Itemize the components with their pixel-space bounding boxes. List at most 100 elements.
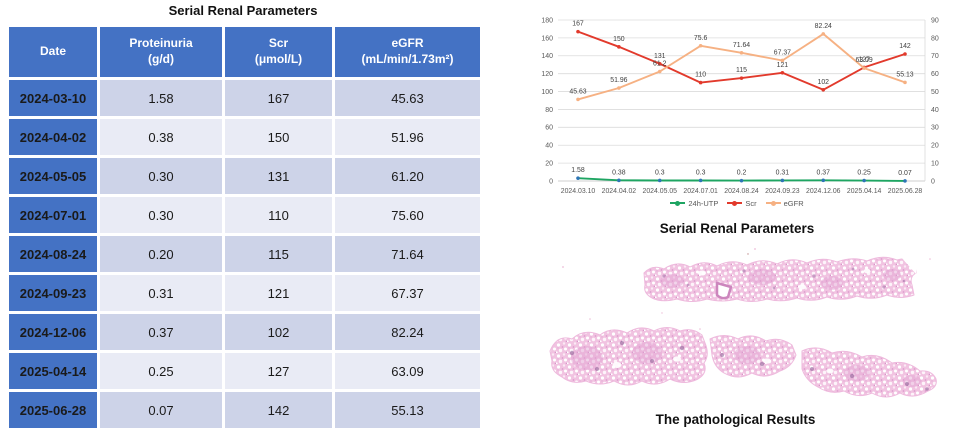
proteinuria-cell: 0.38 bbox=[100, 119, 222, 155]
scr-cell: 150 bbox=[225, 119, 332, 155]
proteinuria-cell: 0.30 bbox=[100, 197, 222, 233]
egfr-cell: 51.96 bbox=[335, 119, 480, 155]
data-point-24h-utp bbox=[657, 178, 662, 183]
legend-item-scr: Scr bbox=[727, 198, 757, 208]
right-axis-tick-label: 20 bbox=[931, 143, 939, 150]
data-label-24h-utp: 0.25 bbox=[857, 170, 871, 177]
x-axis-tick-label: 2024.05.05 bbox=[643, 188, 678, 195]
egfr-cell: 45.63 bbox=[335, 80, 480, 116]
x-axis-tick-label: 2025.06.28 bbox=[888, 188, 923, 195]
data-label-24h-utp: 0.3 bbox=[696, 169, 706, 176]
right-axis-tick-label: 90 bbox=[931, 17, 939, 24]
legend-item-24h-utp: 24h-UTP bbox=[670, 199, 718, 208]
egfr-cell: 63.09 bbox=[335, 353, 480, 389]
data-label-egfr: 71.64 bbox=[733, 42, 750, 49]
data-label-scr: 150 bbox=[613, 36, 625, 43]
data-point-24h-utp bbox=[698, 178, 703, 183]
scr-cell: 110 bbox=[225, 197, 332, 233]
column-header: Proteinuria (g/d) bbox=[100, 27, 222, 77]
data-point-egfr bbox=[821, 32, 826, 36]
date-cell: 2025-06-28 bbox=[9, 392, 97, 428]
chart-title: Serial Renal Parameters bbox=[659, 221, 815, 236]
table-row: 2024-04-02 0.38 150 51.96 bbox=[9, 119, 480, 155]
data-point-scr bbox=[657, 62, 662, 66]
table-title: Serial Renal Parameters bbox=[168, 3, 318, 18]
data-point-24h-utp bbox=[576, 176, 580, 180]
proteinuria-cell: 0.20 bbox=[100, 236, 222, 272]
table-row: 2025-06-28 0.07 142 55.13 bbox=[9, 392, 480, 428]
right-axis-tick-label: 80 bbox=[931, 35, 939, 42]
date-cell: 2024-09-23 bbox=[9, 275, 97, 311]
data-point-scr bbox=[576, 29, 580, 34]
pathology-image bbox=[549, 248, 937, 398]
data-point-scr bbox=[821, 87, 826, 92]
legend-item-egfr: eGFR bbox=[765, 198, 804, 208]
pathology-title: The pathological Results bbox=[655, 412, 816, 427]
x-axis-tick-label: 2024.04.02 bbox=[602, 188, 637, 195]
left-axis-tick-label: 20 bbox=[545, 161, 553, 168]
column-header: eGFR (mL/min/1.73m²) bbox=[335, 27, 480, 77]
column-header-label: eGFR bbox=[391, 36, 424, 51]
scr-cell: 142 bbox=[225, 392, 332, 428]
data-point-egfr bbox=[617, 86, 621, 90]
right-axis-tick-label: 70 bbox=[931, 53, 939, 60]
dust-specks bbox=[562, 248, 931, 330]
data-label-scr: 167 bbox=[572, 21, 584, 28]
scr-cell: 167 bbox=[225, 80, 332, 116]
egfr-cell: 61.20 bbox=[335, 158, 480, 194]
left-axis-tick-label: 100 bbox=[541, 89, 553, 96]
scr-cell: 121 bbox=[225, 275, 332, 311]
legend-label: eGFR bbox=[783, 198, 804, 208]
right-axis-tick-label: 40 bbox=[931, 107, 939, 114]
column-header-unit: (μmol/L) bbox=[254, 52, 303, 66]
data-point-24h-utp bbox=[780, 178, 785, 183]
data-label-24h-utp: 0.38 bbox=[612, 169, 626, 176]
data-label-egfr: 82.24 bbox=[815, 23, 832, 30]
left-axis-tick-label: 120 bbox=[541, 71, 553, 78]
column-header-unit: (mL/min/1.73m²) bbox=[361, 52, 454, 66]
data-label-24h-utp: 0.37 bbox=[817, 169, 831, 176]
proteinuria-cell: 0.07 bbox=[100, 392, 222, 428]
table-row: 2024-09-23 0.31 121 67.37 bbox=[9, 275, 480, 311]
data-point-24h-utp bbox=[617, 178, 621, 183]
left-axis-tick-label: 180 bbox=[541, 17, 553, 24]
data-point-egfr bbox=[698, 43, 703, 48]
egfr-cell: 75.60 bbox=[335, 197, 480, 233]
column-header-label: Date bbox=[39, 44, 66, 59]
table-row: 2024-08-24 0.20 115 71.64 bbox=[9, 236, 480, 272]
date-cell: 2025-04-14 bbox=[9, 353, 97, 389]
egfr-cell: 71.64 bbox=[335, 236, 480, 272]
right-axis-tick-label: 50 bbox=[931, 89, 939, 96]
biopsy-strip-2 bbox=[549, 327, 937, 398]
legend-label: Scr bbox=[745, 198, 757, 208]
legend-label: 24h-UTP bbox=[688, 198, 719, 208]
proteinuria-cell: 1.58 bbox=[100, 80, 222, 116]
data-point-scr bbox=[903, 52, 907, 56]
data-label-scr: 102 bbox=[818, 79, 830, 86]
data-point-24h-utp bbox=[862, 178, 866, 183]
data-point-scr bbox=[698, 80, 703, 85]
table-row: 2024-03-10 1.58 167 45.63 bbox=[9, 80, 480, 116]
legend-swatch bbox=[727, 200, 743, 206]
column-header: Scr (μmol/L) bbox=[225, 27, 332, 77]
left-axis-tick-label: 0 bbox=[549, 178, 553, 185]
data-point-24h-utp bbox=[739, 178, 744, 183]
data-point-egfr bbox=[576, 97, 580, 102]
data-point-24h-utp bbox=[821, 178, 826, 183]
data-label-egfr: 61.2 bbox=[653, 61, 667, 68]
column-header-label: Scr bbox=[268, 36, 289, 51]
data-label-egfr: 63.09 bbox=[856, 57, 873, 64]
data-point-egfr bbox=[657, 69, 662, 74]
column-header: Date bbox=[9, 27, 97, 77]
data-label-egfr: 45.63 bbox=[569, 88, 586, 95]
right-axis-tick-label: 0 bbox=[931, 178, 935, 185]
date-cell: 2024-07-01 bbox=[9, 197, 97, 233]
data-label-egfr: 67.37 bbox=[774, 49, 791, 56]
data-label-scr: 142 bbox=[899, 43, 911, 50]
data-label-scr: 110 bbox=[695, 72, 706, 79]
x-axis-tick-label: 2024.08.24 bbox=[724, 188, 759, 195]
table-row: 2024-12-06 0.37 102 82.24 bbox=[9, 314, 480, 350]
right-axis-tick-label: 10 bbox=[931, 161, 939, 168]
date-cell: 2024-04-02 bbox=[9, 119, 97, 155]
biopsy-strip-1 bbox=[643, 256, 917, 302]
